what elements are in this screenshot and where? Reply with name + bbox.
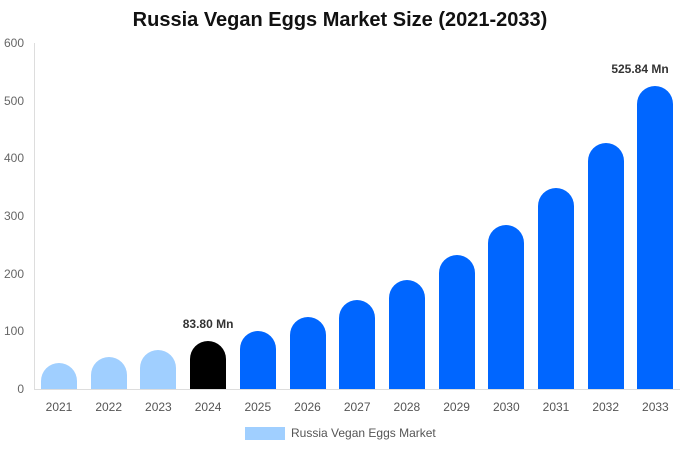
y-tick-label: 200	[3, 266, 24, 281]
bar-2024[interactable]	[190, 340, 227, 389]
y-tick-label: 400	[3, 151, 24, 166]
y-tick-label: 600	[3, 36, 24, 50]
legend-swatch	[245, 426, 285, 440]
x-tick-label: 2027	[343, 400, 371, 414]
y-tick-label: 300	[3, 209, 24, 223]
x-tick-label: 2025	[244, 400, 272, 414]
x-tick-label: 2033	[642, 400, 669, 414]
bar-2033[interactable]	[637, 85, 674, 389]
y-tick-label: 0	[17, 382, 24, 396]
x-tick-label: 2029	[443, 400, 470, 414]
bar-2026[interactable]	[289, 316, 326, 389]
bar-2027[interactable]	[339, 300, 376, 389]
data-label-2033: 525.84 Mn	[611, 61, 669, 76]
x-tick-label: 2021	[45, 400, 73, 414]
y-axis-line	[34, 43, 35, 389]
bar-2021[interactable]	[41, 363, 77, 389]
x-tick-label: 2028	[393, 400, 421, 414]
bar-2028[interactable]	[388, 280, 425, 389]
bar-2029[interactable]	[438, 255, 475, 389]
x-tick-label: 2026	[294, 400, 321, 414]
x-tick-label: 2023	[145, 400, 172, 414]
legend-label: Russia Vegan Eggs Market	[291, 426, 436, 440]
x-tick-label: 2032	[592, 400, 620, 414]
bar-2022[interactable]	[90, 357, 127, 389]
chart-title: Russia Vegan Eggs Market Size (2021-2033…	[132, 9, 548, 31]
x-tick-label: 2030	[492, 400, 520, 414]
bar-2031[interactable]	[538, 187, 574, 389]
bar-2032[interactable]	[587, 142, 624, 389]
bar-2030[interactable]	[488, 225, 525, 389]
data-label-2024: 83.80 Mn	[182, 316, 234, 331]
x-axis-line	[34, 389, 680, 390]
bar-2025[interactable]	[239, 330, 276, 389]
x-tick-label: 2022	[95, 400, 123, 414]
y-tick-label: 500	[3, 93, 24, 108]
legend[interactable]: Russia Vegan Eggs Market	[245, 426, 436, 440]
y-tick-label: 100	[3, 324, 24, 339]
x-tick-label: 2031	[542, 400, 570, 414]
x-tick-label: 2024	[194, 400, 222, 414]
bar-2023[interactable]	[140, 349, 177, 389]
